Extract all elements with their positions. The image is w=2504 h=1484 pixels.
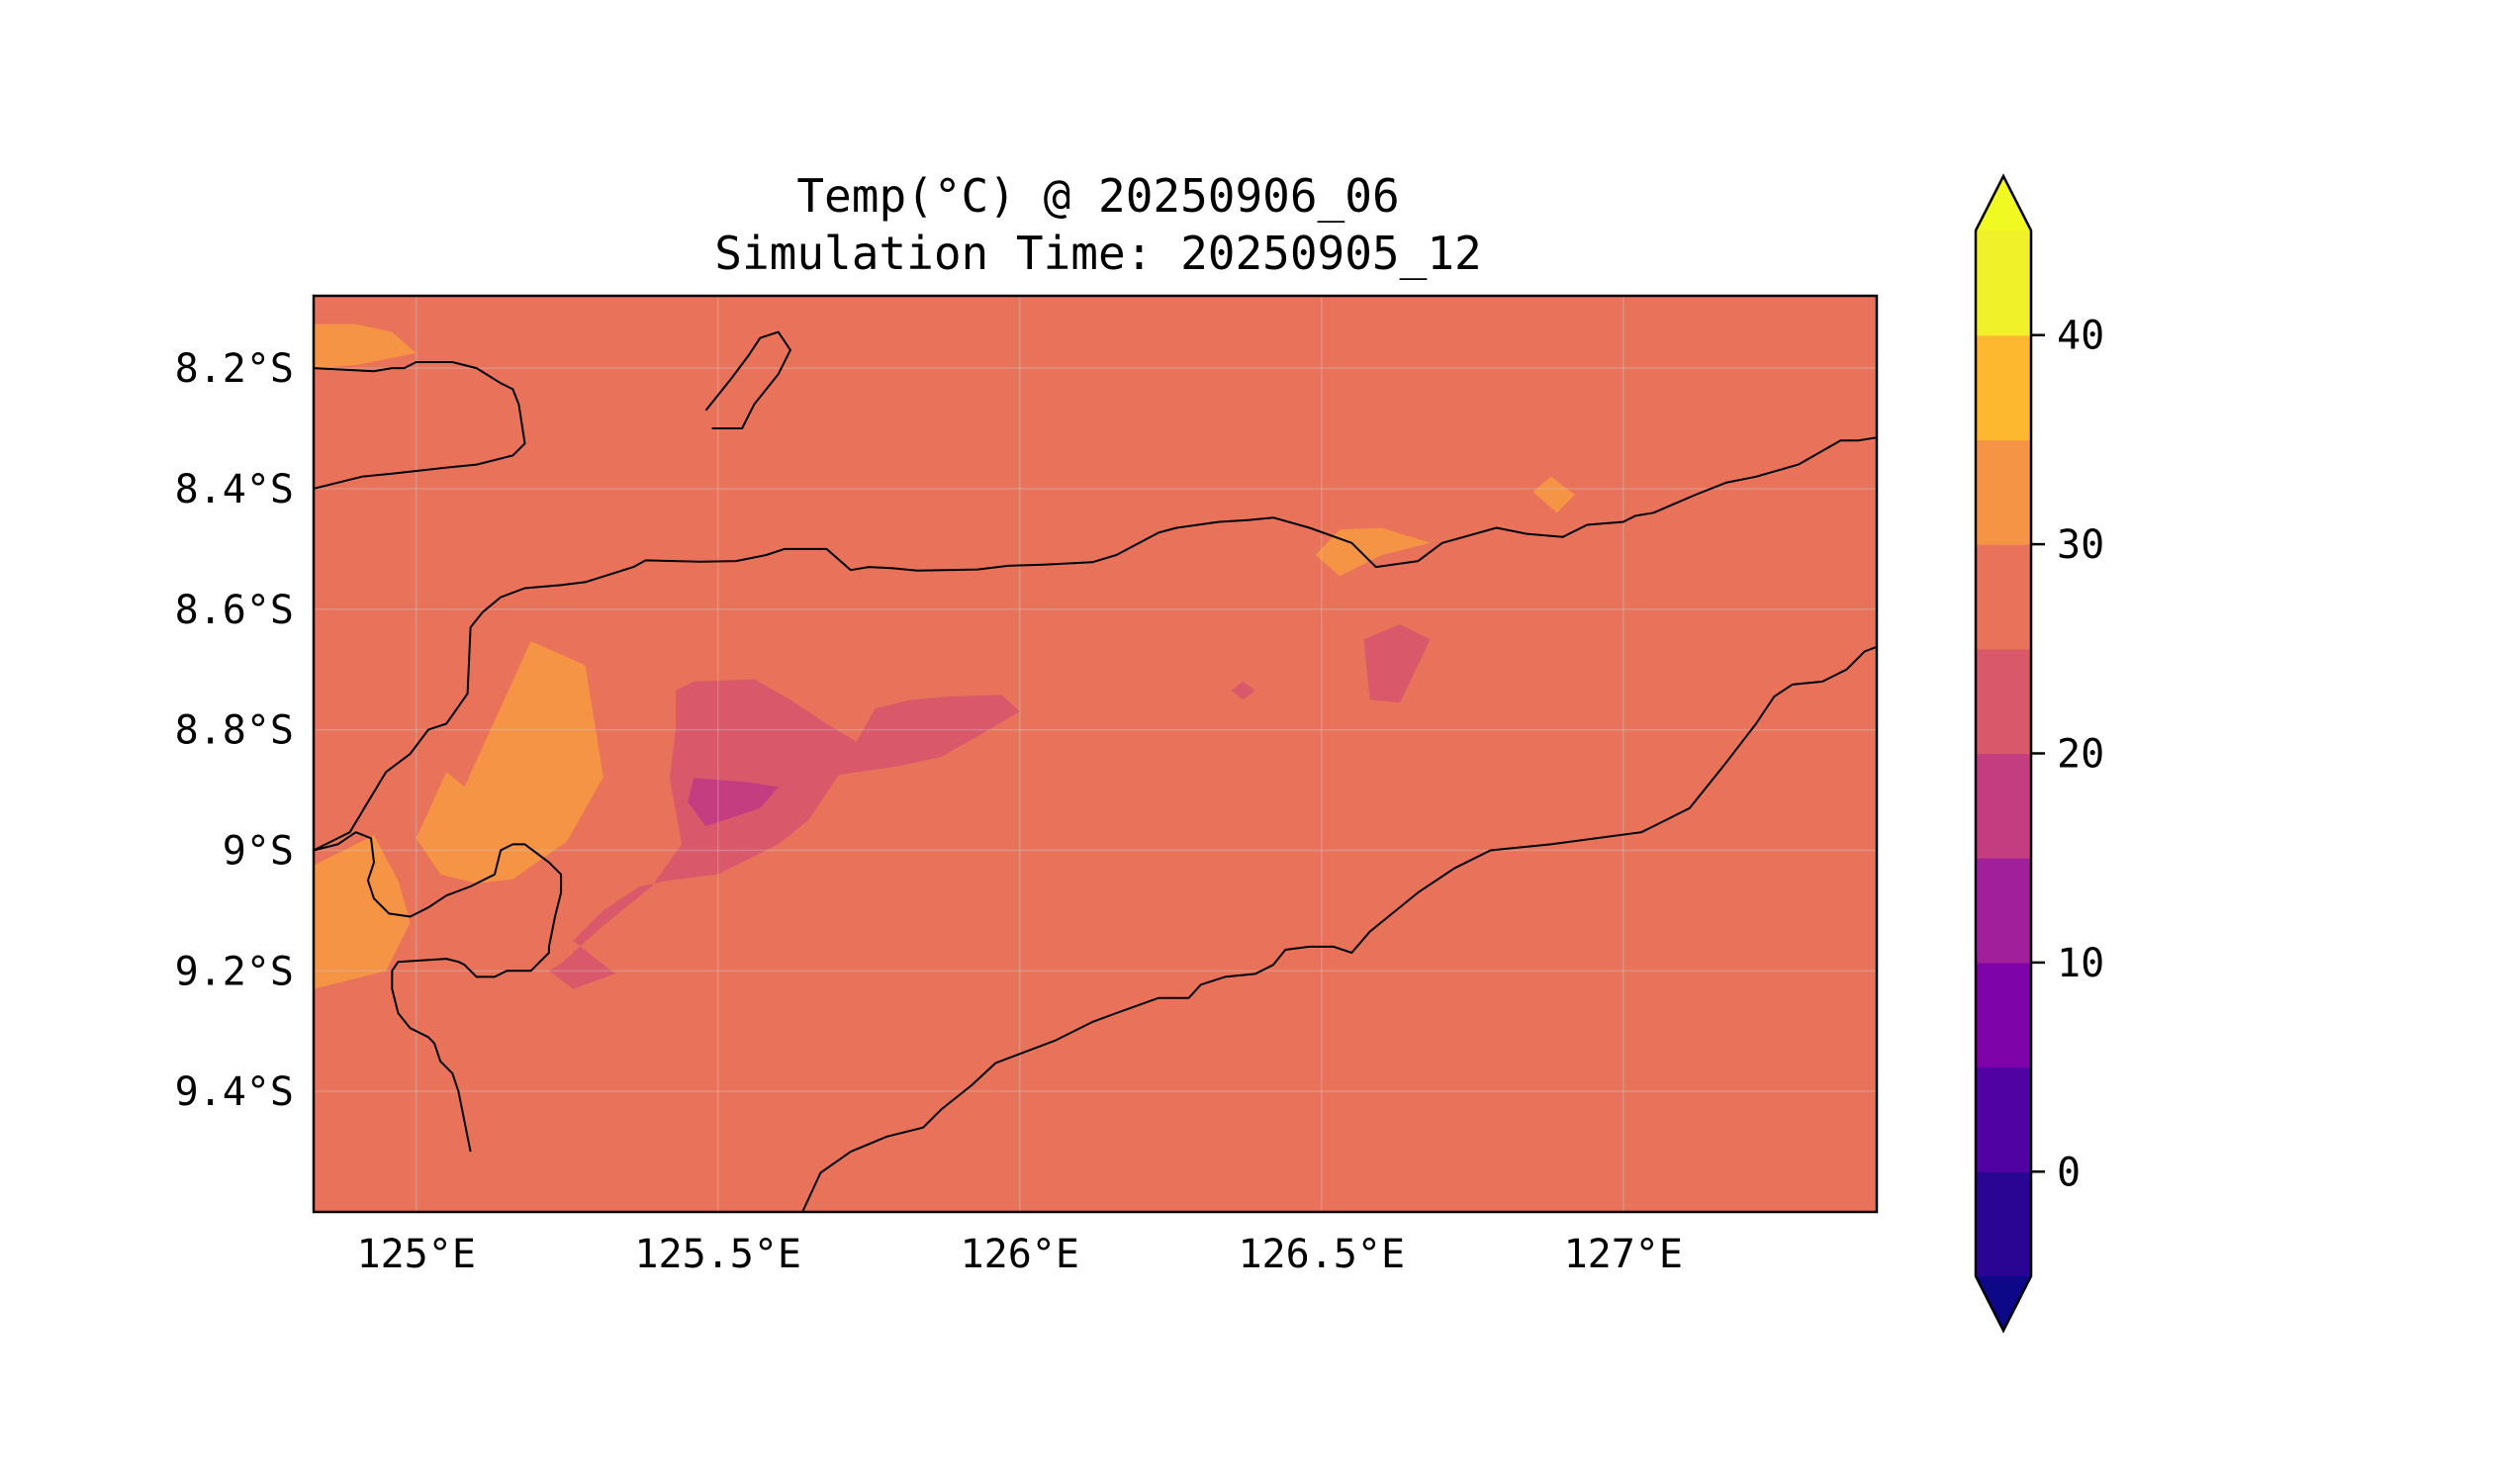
region-cool-east-patch: [1363, 624, 1431, 703]
lat-tick-label: 8.4°S: [175, 467, 294, 512]
map-title-line-1: Temp(°C) @ 20250906_06: [796, 169, 1399, 223]
colorbar-tick-label: 10: [2057, 941, 2104, 986]
colorbar-band: [1976, 1171, 2031, 1277]
region-warm-north-coast-2: [1532, 476, 1575, 513]
colorbar-tick-label: 20: [2057, 732, 2104, 778]
lon-tick-label: 125°E: [356, 1232, 475, 1277]
coastline-oecusse-border: [314, 831, 563, 1153]
lat-tick-label: 8.8°S: [175, 708, 294, 754]
longitude-tick-labels: 125°E 125.5°E 126°E 126.5°E 127°E: [356, 1232, 1682, 1277]
region-warm-west-coast: [416, 641, 603, 883]
coastline-alor-south-coast: [314, 361, 526, 490]
coastline-atauro-island: [704, 330, 791, 429]
lat-tick-label: 9°S: [223, 828, 294, 874]
lat-tick-label: 9.2°S: [175, 949, 294, 994]
colorbar-band: [1976, 962, 2031, 1068]
map-title-line-2: Simulation Time: 20250905_12: [714, 227, 1481, 280]
colorbar-extend-over: [1976, 176, 2031, 231]
colorbar-band: [1976, 648, 2031, 755]
region-cold-core: [688, 778, 779, 827]
region-cool-central-highland: [548, 679, 1020, 989]
colorbar: 0 10 20 30 40: [1974, 173, 2104, 1334]
map-frame: [312, 294, 1879, 1214]
colorbar-band: [1976, 1067, 2031, 1172]
colorbar-band: [1976, 753, 2031, 859]
coastlines: [314, 330, 1877, 1212]
lat-tick-label: 8.6°S: [175, 588, 294, 633]
latitude-tick-labels: 8.2°S 8.4°S 8.6°S 8.8°S 9°S 9.2°S 9.4°S: [175, 346, 294, 1115]
lat-tick-label: 9.4°S: [175, 1069, 294, 1115]
colorbar-tick-label: 0: [2057, 1150, 2081, 1195]
colorbar-band: [1976, 231, 2031, 336]
region-warm-northwest-corner: [314, 324, 417, 369]
colorbar-ticks: 0 10 20 30 40: [2031, 314, 2104, 1195]
lon-tick-label: 126°E: [961, 1232, 1079, 1277]
region-warm-southwest: [314, 835, 411, 989]
lon-tick-label: 127°E: [1564, 1232, 1683, 1277]
colorbar-band: [1976, 334, 2031, 440]
colorbar-extend-under: [1976, 1276, 2031, 1331]
lon-tick-label: 125.5°E: [634, 1232, 801, 1277]
region-cool-central-small: [1231, 681, 1255, 700]
colorbar-outline: [1974, 173, 2033, 1334]
temperature-fill-regions: [314, 324, 1575, 989]
colorbar-band: [1976, 544, 2031, 650]
colorbar-band: [1976, 858, 2031, 964]
colorbar-tick-label: 30: [2057, 522, 2104, 568]
lon-tick-label: 126.5°E: [1238, 1232, 1405, 1277]
lat-tick-label: 8.2°S: [175, 346, 294, 392]
map-gridlines: [314, 296, 1877, 1212]
coastline-timor-north-coast: [314, 436, 1877, 1212]
colorbar-tick-label: 40: [2057, 314, 2104, 359]
map-panel: 125°E 125.5°E 126°E 126.5°E 127°E 8.2°S 8.4°S…: [175, 294, 1879, 1277]
colorbar-band: [1976, 439, 2031, 545]
colorbar-bands: [1974, 173, 2033, 1334]
